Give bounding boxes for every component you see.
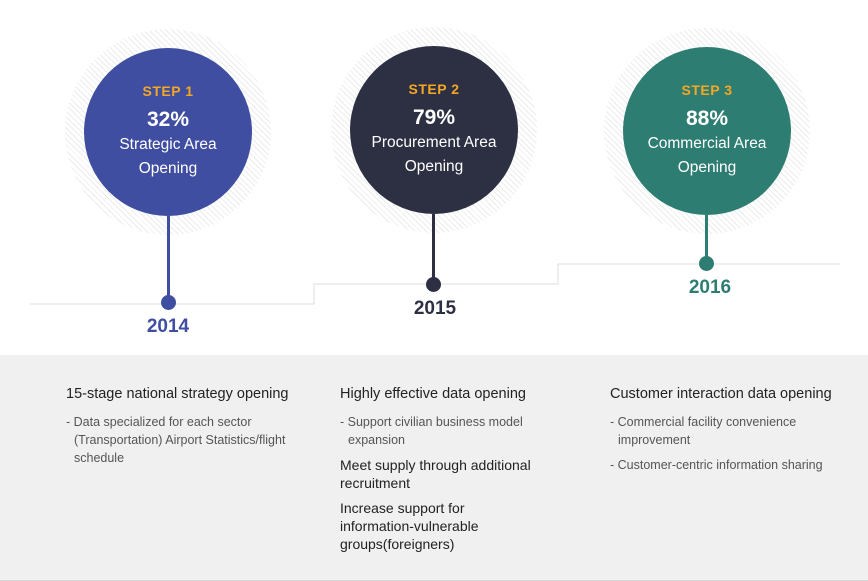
step-3-title-line1: Commercial Area: [647, 135, 767, 152]
details-2-subhead-1: Meet supply through additional recruitme…: [340, 457, 531, 491]
details-column-1: 15-stage national strategy opening - Dat…: [66, 385, 306, 474]
timeline-section: STEP 1 32% Strategic Area Opening 2014 S…: [30, 27, 840, 337]
details-2-subhead-2: Increase support for information-vulnera…: [340, 500, 479, 552]
step-1-title-line2: Opening: [138, 160, 198, 177]
details-1-title: 15-stage national strategy opening: [66, 386, 289, 402]
details-column-2: Highly effective data opening - Support …: [340, 385, 565, 560]
step-1-title-line1: Strategic Area: [119, 136, 217, 153]
step-3-title-line2: Opening: [677, 159, 737, 176]
step-2-year: 2015: [413, 298, 457, 319]
details-3-bullet-1: - Commercial facility convenience improv…: [610, 415, 797, 447]
step-3-percent: 88%: [685, 107, 729, 130]
details-3-title: Customer interaction data opening: [610, 386, 832, 402]
details-3-bullet-2: - Customer-centric information sharing: [610, 458, 823, 472]
details-2-bullet: - Support civilian business model expans…: [340, 415, 523, 447]
step-3-stem: [705, 215, 708, 261]
step-2-stem: [432, 214, 435, 282]
step-2-label: STEP 2: [408, 81, 460, 97]
step-1-percent: 32%: [146, 108, 190, 131]
step-1-circle: STEP 1 32% Strategic Area Opening: [84, 48, 252, 216]
step-3-circle: STEP 3 88% Commercial Area Opening: [623, 47, 791, 215]
details-panel: 15-stage national strategy opening - Dat…: [0, 355, 868, 581]
step-2-dot: [426, 277, 441, 292]
step-1-stem: [167, 216, 170, 300]
step-1-year: 2014: [146, 316, 190, 337]
details-column-3: Customer interaction data opening - Comm…: [610, 385, 850, 481]
step-2-title-line2: Opening: [404, 158, 464, 175]
step-2-circle: STEP 2 79% Procurement Area Opening: [350, 46, 518, 214]
step-3-label: STEP 3: [681, 82, 733, 98]
step-1-label: STEP 1: [142, 83, 194, 99]
step-1-dot: [161, 295, 176, 310]
details-1-bullet: - Data specialized for each sector (Tran…: [66, 415, 286, 465]
step-2-title-line1: Procurement Area: [371, 134, 497, 151]
details-2-title: Highly effective data opening: [340, 386, 526, 402]
step-2-percent: 79%: [412, 106, 456, 129]
step-3-dot: [699, 256, 714, 271]
step-3-year: 2016: [688, 277, 732, 298]
